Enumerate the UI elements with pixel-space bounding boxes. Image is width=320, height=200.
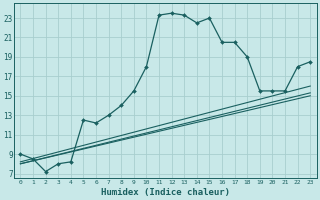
X-axis label: Humidex (Indice chaleur): Humidex (Indice chaleur) xyxy=(101,188,230,197)
